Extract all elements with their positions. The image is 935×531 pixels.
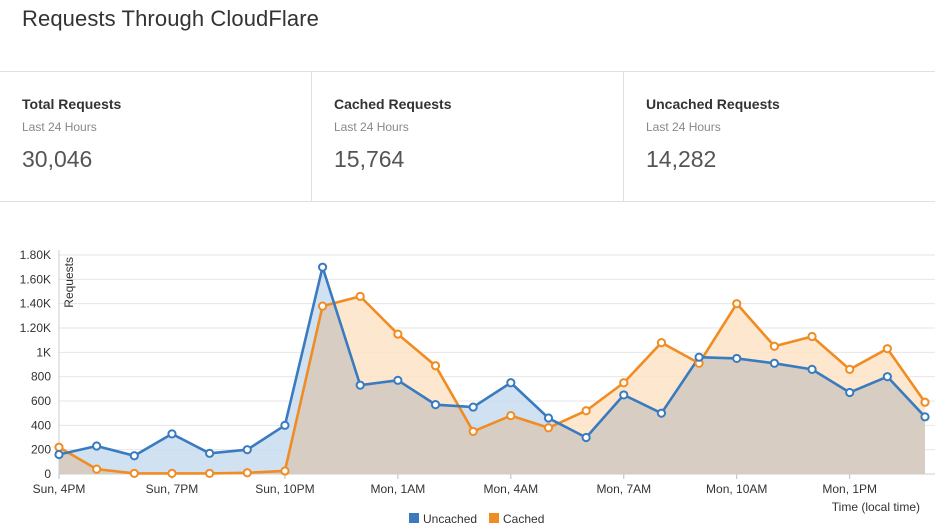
point-uncached[interactable] [882,372,892,382]
point-uncached[interactable] [242,445,252,455]
y-tick-label: 1.80K [20,248,51,262]
point-uncached[interactable] [205,448,215,458]
point-uncached[interactable] [167,429,177,439]
y-tick-label: 800 [31,370,51,384]
point-uncached[interactable] [694,352,704,362]
point-cached[interactable] [882,344,892,354]
point-cached[interactable] [54,442,64,452]
point-cached[interactable] [920,397,930,407]
requests-chart[interactable]: 0 200 400 600 800 1K 1.20K 1.40K 1.60K 1.80K Sun, … [0,230,935,530]
point-uncached[interactable] [355,380,365,390]
x-tick-label: Sun, 10PM [255,482,314,496]
y-tick-label: 1.40K [20,297,51,311]
point-uncached[interactable] [129,451,139,461]
chart-axes: 0 200 400 600 800 1K 1.20K 1.40K 1.60K 1.80K Sun, … [20,248,935,496]
point-uncached[interactable] [543,413,554,423]
stat-total-requests: Total Requests Last 24 Hours 30,046 [0,72,311,201]
y-axis-label: Requests [62,257,76,308]
chart-labels: Requests Time (local time) [62,257,920,514]
area-overlap [59,296,925,474]
point-uncached[interactable] [54,449,64,460]
chart-legend[interactable]: Uncached Cached [409,512,544,526]
stat-value: 14,282 [646,146,717,172]
point-uncached[interactable] [393,375,403,385]
point-cached[interactable] [656,338,667,348]
stat-period: Last 24 Hours [334,120,409,134]
stats-panel: Total Requests Last 24 Hours 30,046 Cach… [0,71,935,202]
x-tick-label: Mon, 1PM [822,482,877,496]
stat-period: Last 24 Hours [646,120,721,134]
point-cached[interactable] [807,331,817,342]
y-tick-label: 400 [31,418,51,432]
point-uncached[interactable] [656,408,667,418]
point-cached[interactable] [129,468,139,478]
point-uncached[interactable] [732,353,742,364]
point-cached[interactable] [205,468,215,478]
line-uncached [58,265,926,458]
point-uncached[interactable] [920,412,930,422]
stat-cached-requests: Cached Requests Last 24 Hours 15,764 [311,72,623,201]
point-cached[interactable] [92,464,102,474]
x-axis-label: Time (local time) [832,500,920,514]
point-cached[interactable] [468,426,478,437]
stat-title: Uncached Requests [646,96,780,112]
x-tick-label: Mon, 7AM [596,482,651,496]
stat-uncached-requests: Uncached Requests Last 24 Hours 14,282 [623,72,935,201]
point-cached[interactable] [242,468,252,478]
y-tick-label: 600 [31,394,51,408]
point-cached[interactable] [355,291,365,301]
point-uncached[interactable] [506,378,516,388]
point-uncached[interactable] [619,390,629,400]
point-cached[interactable] [167,468,177,478]
point-uncached[interactable] [807,364,817,374]
chart-points[interactable] [54,262,930,478]
x-tick-label: Mon, 10AM [706,482,767,496]
x-tick-label: Sun, 7PM [146,482,199,496]
point-cached[interactable] [543,423,554,433]
point-cached[interactable] [317,301,328,311]
point-cached[interactable] [430,361,441,371]
point-uncached[interactable] [317,262,328,272]
chart-lines [58,265,927,475]
point-cached[interactable] [732,299,742,309]
point-uncached[interactable] [769,358,779,368]
y-tick-label: 1.60K [20,272,51,286]
point-uncached[interactable] [92,441,102,451]
stat-period: Last 24 Hours [22,120,97,134]
legend-swatch-cached [489,513,499,523]
y-tick-label: 1K [36,345,51,359]
stat-title: Cached Requests [334,96,452,112]
point-cached[interactable] [506,411,516,421]
point-uncached[interactable] [845,387,855,398]
y-tick-label: 1.20K [20,321,51,335]
point-cached[interactable] [769,341,779,351]
point-cached[interactable] [393,329,403,339]
legend-label-cached[interactable]: Cached [503,512,544,526]
stat-value: 15,764 [334,146,405,172]
point-cached[interactable] [581,406,591,416]
point-cached[interactable] [619,378,629,388]
x-tick-label: Sun, 4PM [33,482,86,496]
page-title: Requests Through CloudFlare [22,6,320,31]
x-tick-label: Mon, 1AM [371,482,426,496]
line-cached [58,295,927,475]
chart-areas [59,267,925,474]
x-tick-label: Mon, 4AM [483,482,538,496]
stat-title: Total Requests [22,96,122,112]
y-tick-label: 0 [44,467,51,481]
point-cached[interactable] [845,364,855,374]
point-uncached[interactable] [280,420,290,430]
point-uncached[interactable] [581,432,591,443]
point-uncached[interactable] [430,400,441,410]
point-uncached[interactable] [468,402,478,412]
legend-label-uncached[interactable]: Uncached [423,512,477,526]
stat-value: 30,046 [22,146,93,172]
y-tick-label: 200 [31,443,51,457]
legend-swatch-uncached [409,513,419,523]
point-cached[interactable] [280,466,290,476]
